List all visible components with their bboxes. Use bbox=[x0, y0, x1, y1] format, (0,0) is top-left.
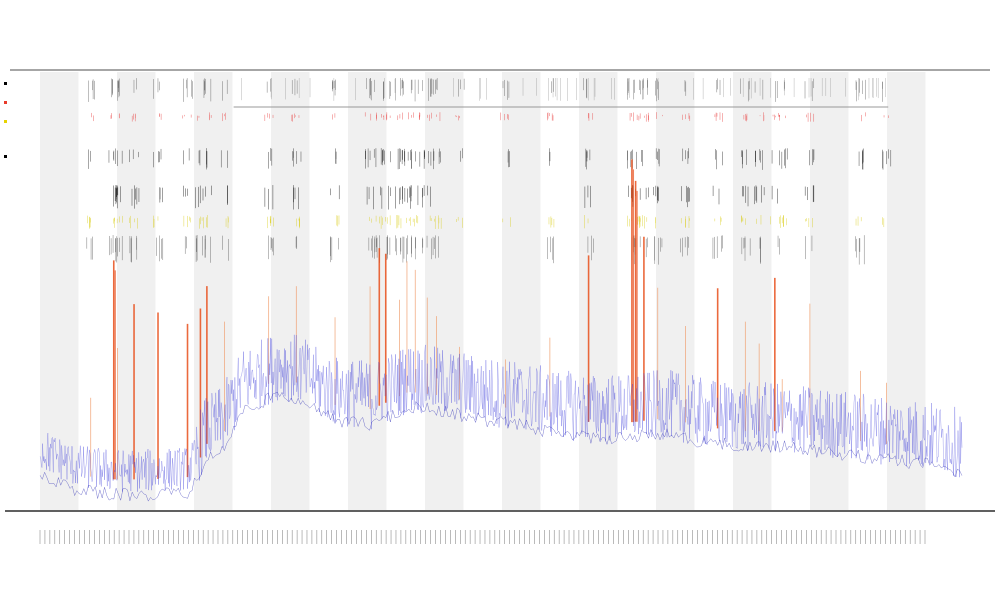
background-band bbox=[271, 72, 310, 510]
background-band bbox=[656, 72, 695, 510]
legend-entry-1 bbox=[4, 82, 7, 85]
background-band bbox=[579, 72, 618, 510]
legend bbox=[4, 82, 7, 158]
background-band bbox=[733, 72, 772, 510]
legend-entry-4 bbox=[4, 155, 7, 158]
background-band bbox=[40, 72, 79, 510]
signal-line bbox=[39, 334, 963, 492]
x-tick-labels bbox=[39, 530, 926, 544]
background-band bbox=[887, 72, 926, 510]
background-band bbox=[810, 72, 849, 510]
background-band bbox=[425, 72, 464, 510]
signal-series bbox=[39, 334, 963, 502]
background-band bbox=[117, 72, 156, 510]
signal-floor bbox=[39, 391, 963, 502]
background-band bbox=[502, 72, 541, 510]
legend-entry-2 bbox=[4, 101, 7, 104]
background-bands bbox=[40, 72, 926, 510]
spike-series bbox=[90, 159, 887, 480]
marker-rows bbox=[86, 78, 892, 265]
background-band bbox=[348, 72, 387, 510]
legend-entry-3 bbox=[4, 120, 7, 123]
